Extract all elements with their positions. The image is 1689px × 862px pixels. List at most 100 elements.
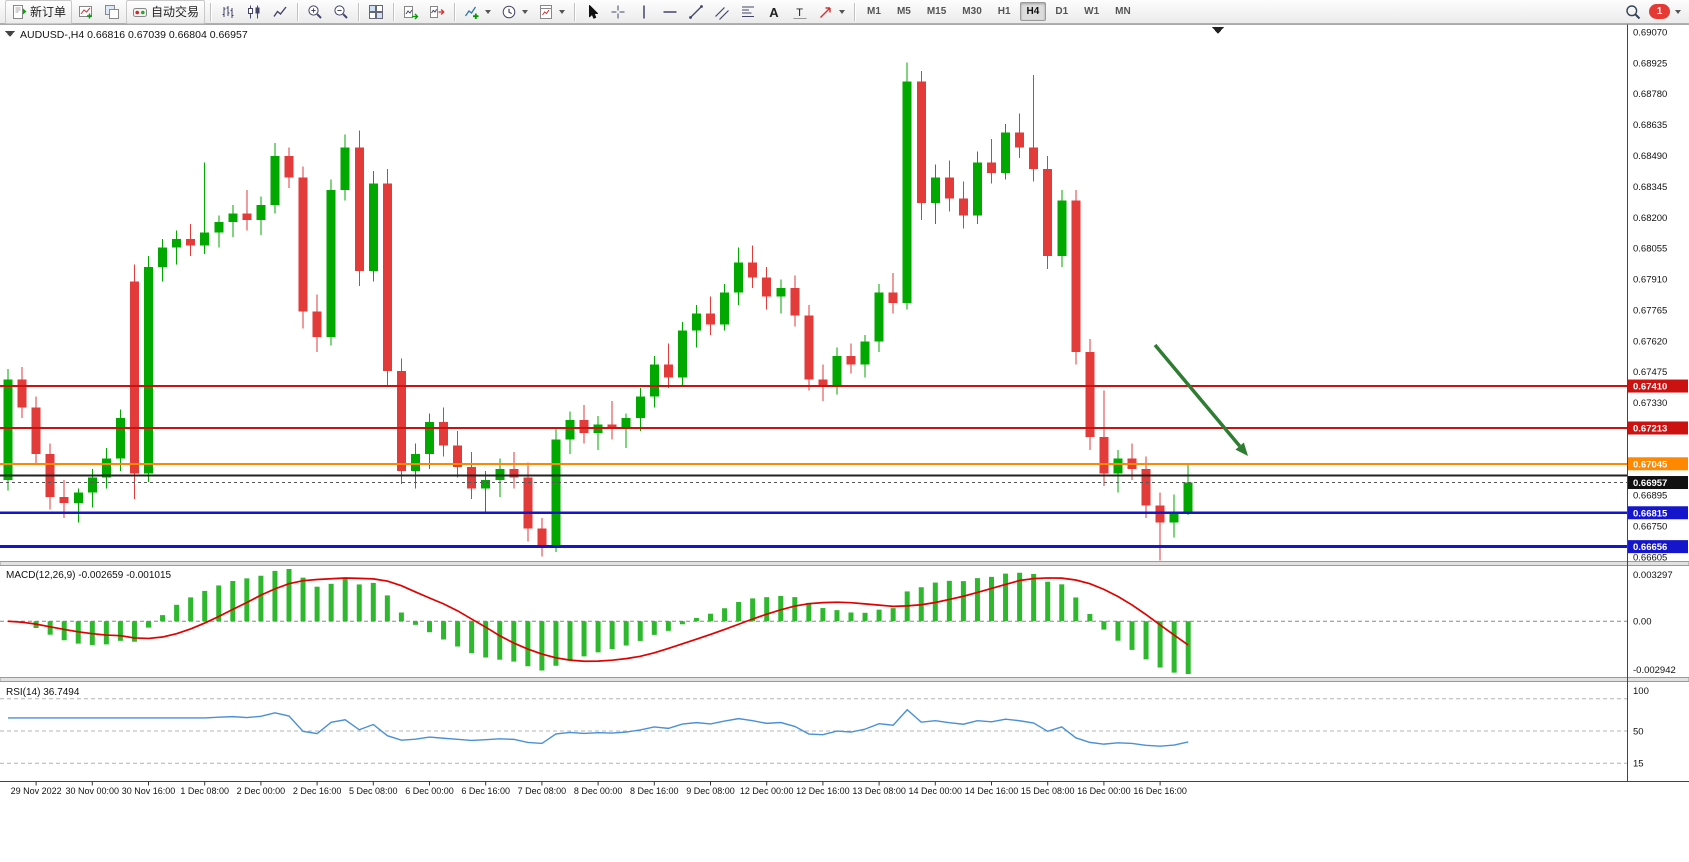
svg-text:12 Dec 16:00: 12 Dec 16:00	[796, 786, 850, 796]
candle	[396, 371, 406, 472]
svg-text:0.68490: 0.68490	[1633, 151, 1667, 162]
timeframe-m15-button[interactable]: M15	[926, 6, 947, 17]
candle	[298, 177, 308, 312]
indicators-button-caret-icon	[485, 9, 492, 14]
rsi-label: RSI(14) 36.7494	[6, 687, 80, 698]
time-axis[interactable]: 29 Nov 2022 30 Nov 00:00 30 Nov 16:00 1 Dec…	[11, 781, 1187, 797]
line-chart-button[interactable]	[268, 0, 292, 24]
text-button[interactable]: A	[762, 0, 786, 24]
crosshair-icon	[611, 5, 625, 18]
candle	[115, 417, 125, 459]
candle	[607, 424, 617, 429]
vertical-line-button[interactable]	[632, 0, 656, 24]
toolbar-buttons: 新订单 自动交易 A T M1 M5 M15 M30 H1 H4 D1 W1 MN	[4, 0, 1139, 24]
svg-text:0.68635: 0.68635	[1633, 120, 1667, 131]
candle	[1113, 458, 1123, 474]
price-axis[interactable]: 0.67410 0.67213 0.67045 0.66815 0.66656 0.669…	[1628, 27, 1688, 564]
candle	[31, 407, 41, 455]
svg-text:6 Dec 16:00: 6 Dec 16:00	[461, 786, 510, 796]
candles-layer[interactable]	[3, 62, 1193, 561]
candle	[565, 420, 575, 440]
timeframe-mn-button[interactable]: MN	[1115, 6, 1131, 17]
fibo-icon	[742, 6, 755, 17]
svg-text:0.67330: 0.67330	[1633, 398, 1667, 409]
cursor-button[interactable]	[580, 0, 604, 24]
horizontal-line-button[interactable]	[658, 0, 682, 24]
candle	[677, 330, 687, 378]
candle	[930, 177, 940, 203]
arrows-button[interactable]	[814, 0, 849, 24]
label-button[interactable]: T	[788, 0, 812, 24]
candle	[748, 262, 758, 278]
candle	[439, 422, 449, 446]
candle	[481, 479, 491, 489]
templates-button-caret-icon	[559, 9, 566, 14]
notifications-badge[interactable]: 1	[1649, 4, 1670, 19]
timeframe-w1-button[interactable]: W1	[1084, 6, 1100, 17]
timeframe-h4-button[interactable]: H4	[1019, 2, 1047, 21]
timeframe-m30-button[interactable]: M30	[962, 6, 982, 17]
zoom-in-button[interactable]	[303, 0, 327, 24]
svg-text:0.00: 0.00	[1633, 617, 1652, 628]
trendline-button[interactable]	[684, 0, 708, 24]
timeframe-m1-button[interactable]: M1	[867, 6, 881, 17]
candle	[340, 147, 350, 191]
templates-button[interactable]	[534, 0, 569, 24]
new-order-button[interactable]: 新订单	[5, 0, 73, 24]
candle	[804, 315, 814, 380]
timeframe-h1-button[interactable]: H1	[997, 6, 1011, 17]
one-click-trading-toggle-icon[interactable]	[5, 31, 15, 37]
profiles-button[interactable]	[100, 0, 124, 24]
chart-shift-button[interactable]	[425, 0, 449, 24]
candle	[312, 311, 322, 338]
zoom-out-button[interactable]	[329, 0, 353, 24]
macd-label: MACD(12,26,9) -0.002659 -0.001015	[6, 570, 172, 581]
crosshair-button[interactable]	[606, 0, 630, 24]
timeframe-d1-button[interactable]: D1	[1055, 6, 1069, 17]
candle	[649, 364, 659, 397]
new-chart-button[interactable]	[74, 0, 98, 24]
svg-text:-0.002942: -0.002942	[1633, 665, 1676, 676]
channel-button[interactable]	[710, 0, 734, 24]
candle	[509, 469, 519, 478]
rsi-layer: 100 50 15	[0, 686, 1649, 770]
panel-separator[interactable]	[0, 677, 1689, 682]
trend-arrow-head[interactable]	[1235, 442, 1248, 456]
auto-scroll-button[interactable]	[399, 0, 423, 24]
svg-text:0.66957: 0.66957	[1633, 478, 1667, 489]
fibonacci-button[interactable]	[736, 0, 760, 24]
candle	[1099, 437, 1109, 474]
trend-arrow-annotation[interactable]	[1153, 343, 1241, 448]
candle	[144, 266, 153, 474]
candlestick-chart-button[interactable]	[242, 0, 266, 24]
annotations-layer[interactable]	[1153, 343, 1248, 456]
autotrading-button[interactable]: 自动交易	[126, 0, 206, 24]
svg-text:0.67910: 0.67910	[1633, 275, 1667, 286]
candle	[228, 213, 238, 223]
candle	[101, 458, 111, 478]
svg-text:0.66815: 0.66815	[1633, 508, 1668, 519]
periods-button[interactable]	[497, 0, 532, 24]
svg-text:0.66895: 0.66895	[1633, 491, 1667, 502]
svg-text:13 Dec 08:00: 13 Dec 08:00	[852, 786, 906, 796]
candle	[368, 183, 378, 272]
panel-separator[interactable]	[0, 561, 1689, 566]
toolbar-separator	[297, 2, 299, 21]
candle	[1169, 511, 1179, 523]
arrows-icon	[820, 6, 831, 18]
svg-text:2 Dec 00:00: 2 Dec 00:00	[237, 786, 286, 796]
timeframe-m5-button[interactable]: M5	[896, 6, 911, 17]
tile-windows-button[interactable]	[364, 0, 388, 24]
toolbar-separator	[854, 2, 856, 21]
bar-chart-button[interactable]	[216, 0, 240, 24]
svg-text:15 Dec 08:00: 15 Dec 08:00	[1021, 786, 1075, 796]
search-button[interactable]	[1621, 0, 1645, 24]
candle	[158, 247, 168, 267]
svg-text:0.68200: 0.68200	[1633, 213, 1667, 224]
price-levels-layer[interactable]	[0, 385, 1627, 549]
indicators-button[interactable]	[460, 0, 495, 24]
svg-text:14 Dec 16:00: 14 Dec 16:00	[965, 786, 1019, 796]
candle	[523, 477, 533, 529]
notifications-caret-icon[interactable]	[1675, 9, 1681, 14]
